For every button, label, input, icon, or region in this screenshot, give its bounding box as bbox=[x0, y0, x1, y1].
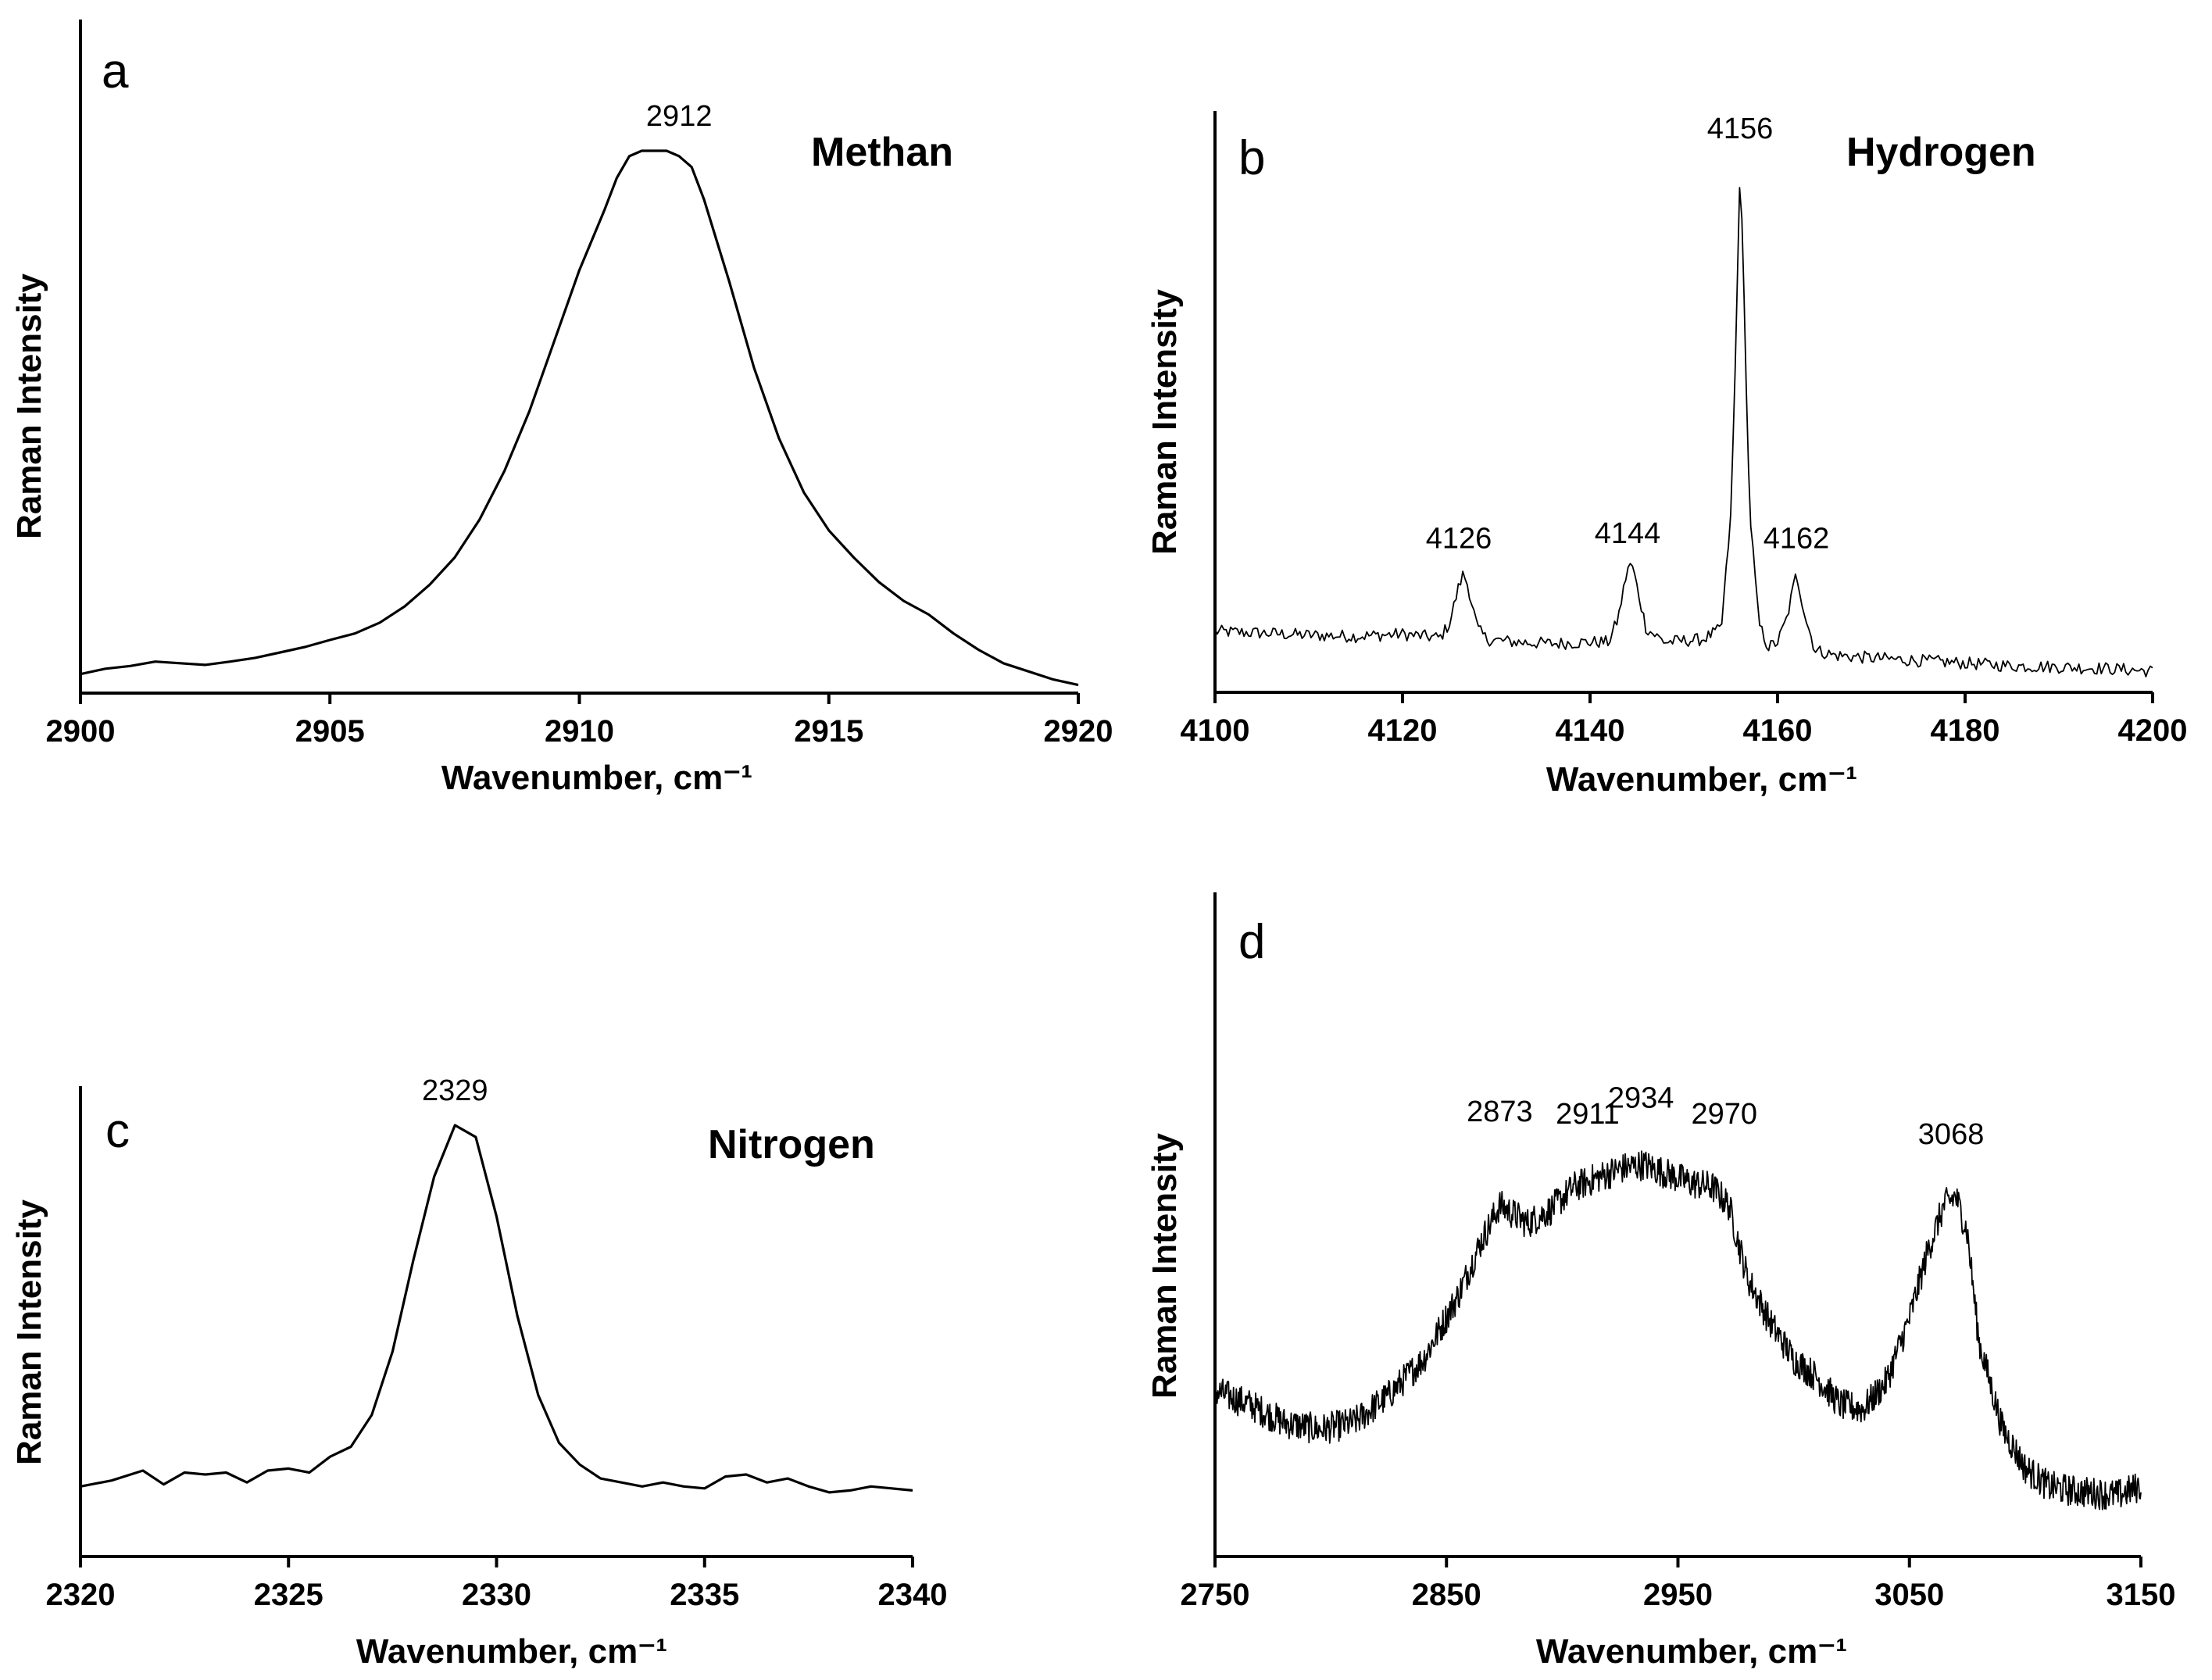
x-tick-label-b-4140: 4140 bbox=[1556, 713, 1625, 748]
panel-b: b Hydrogen Raman Intensity Wavenumber, c… bbox=[1145, 111, 2187, 799]
compound-label-a: Methan bbox=[811, 130, 953, 175]
panel-letter-c: c bbox=[105, 1104, 130, 1158]
series-line-b bbox=[1214, 187, 2153, 677]
peak-label-d-3068: 3068 bbox=[1918, 1118, 1985, 1151]
x-tick-label-b-4100: 4100 bbox=[1181, 713, 1250, 748]
y-axis-label-b: Raman Intensity bbox=[1145, 289, 1184, 555]
peak-label-d-2970: 2970 bbox=[1691, 1098, 1757, 1131]
panel-d: d Raman Intensity Wavenumber, cm⁻¹ 2750 2… bbox=[1145, 892, 2175, 1671]
peak-label-b-4144: 4144 bbox=[1595, 517, 1661, 550]
peak-label-b-4156: 4156 bbox=[1707, 113, 1774, 145]
x-tick-label-a-2900: 2900 bbox=[46, 714, 116, 749]
panel-a: a Methan Raman Intensity Wavenumber, cm⁻… bbox=[10, 20, 1113, 797]
x-tick-label-a-2910: 2910 bbox=[545, 714, 614, 749]
panel-letter-b: b bbox=[1238, 131, 1265, 185]
x-tick-label-b-4120: 4120 bbox=[1368, 713, 1438, 748]
series-line-a bbox=[80, 149, 1079, 687]
x-axis-label-c: Wavenumber, cm⁻¹ bbox=[356, 1632, 667, 1671]
x-tick-label-c-2340: 2340 bbox=[878, 1578, 948, 1612]
x-tick-label-d-2850: 2850 bbox=[1412, 1578, 1481, 1612]
x-tick-label-a-2920: 2920 bbox=[1044, 714, 1113, 749]
x-axis-label-d: Wavenumber, cm⁻¹ bbox=[1536, 1632, 1847, 1671]
peak-label-d-2873: 2873 bbox=[1467, 1096, 1533, 1128]
x-tick-label-d-2950: 2950 bbox=[1643, 1578, 1713, 1612]
peak-label-d-2911: 2911 bbox=[1556, 1098, 1620, 1131]
x-tick-label-d-2750: 2750 bbox=[1181, 1578, 1250, 1612]
compound-label-b: Hydrogen bbox=[1846, 130, 2036, 175]
peak-label-c-2329: 2329 bbox=[422, 1074, 488, 1107]
x-tick-label-c-2320: 2320 bbox=[46, 1578, 116, 1612]
y-axis-label-c: Raman Intensity bbox=[10, 1199, 48, 1465]
x-tick-label-a-2915: 2915 bbox=[794, 714, 863, 749]
x-tick-label-b-4200: 4200 bbox=[2118, 713, 2188, 748]
x-axis-label-b: Wavenumber, cm⁻¹ bbox=[1546, 760, 1857, 799]
peak-label-d-2934: 2934 bbox=[1608, 1082, 1674, 1115]
series-line-d bbox=[1214, 1150, 2142, 1510]
compound-label-c: Nitrogen bbox=[708, 1122, 875, 1167]
x-tick-label-b-4180: 4180 bbox=[1931, 713, 2000, 748]
x-axis-label-a: Wavenumber, cm⁻¹ bbox=[441, 759, 752, 797]
peak-label-b-4126: 4126 bbox=[1426, 523, 1492, 556]
x-tick-label-b-4160: 4160 bbox=[1743, 713, 1813, 748]
panel-letter-a: a bbox=[102, 45, 129, 98]
x-tick-label-c-2325: 2325 bbox=[254, 1578, 323, 1612]
peak-label-a-2912: 2912 bbox=[646, 100, 713, 133]
panel-letter-d: d bbox=[1238, 915, 1265, 969]
x-tick-label-c-2330: 2330 bbox=[462, 1578, 531, 1612]
y-axis-label-a: Raman Intensity bbox=[10, 273, 48, 539]
x-tick-label-a-2905: 2905 bbox=[295, 714, 365, 749]
x-tick-label-d-3150: 3150 bbox=[2107, 1578, 2176, 1612]
peak-label-b-4162: 4162 bbox=[1764, 523, 1830, 556]
panel-c: c Nitrogen Raman Intensity Wavenumber, c… bbox=[10, 1074, 947, 1671]
y-axis-label-d: Raman Intensity bbox=[1145, 1133, 1184, 1399]
x-tick-label-c-2335: 2335 bbox=[670, 1578, 739, 1612]
series-line-c bbox=[80, 1124, 913, 1494]
x-tick-label-d-3050: 3050 bbox=[1874, 1578, 1944, 1612]
